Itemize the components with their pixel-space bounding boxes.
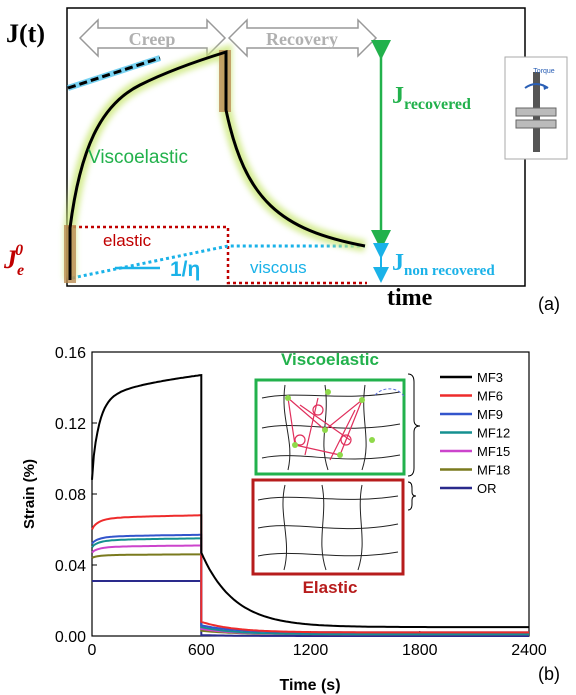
slope-label: 1/η [170,258,200,281]
elastic-label: elastic [103,231,152,250]
j-recovered-label: Jrecovered [392,83,471,113]
y-tick-label: 0.16 [55,345,86,362]
series-line-mf3 [91,373,529,629]
series-line-or [92,580,529,637]
x-tick-label: 1200 [293,642,329,659]
je0-label: Je0 [3,242,24,279]
y-axis-label: Strain (%) [21,459,38,529]
viscoelastic-network-inset [254,378,406,476]
legend-label-mf15: MF15 [477,444,510,459]
j-nonrecovered-label: Jnon recovered [392,250,495,279]
series-line-mf12 [91,537,529,636]
x-tick-label: 2400 [511,642,547,659]
legend-label-or: OR [477,481,497,496]
viscous-label: viscous [250,258,307,277]
series-lines [91,373,529,637]
legend-label-mf18: MF18 [477,463,510,478]
elastic-dotted-box [67,225,367,285]
panel-a-ylabel: J(t) [6,19,45,48]
creep-arrow: Creep [78,18,227,58]
y-tick-label: 0.00 [55,629,86,646]
inset-viscoelastic-label: Viscoelastic [281,350,379,369]
inset-elastic-label: Elastic [303,578,358,597]
legend-label-mf6: MF6 [477,389,503,404]
viscoelastic-brace [407,373,421,477]
creep-label: Creep [129,29,176,49]
x-tick-label: 0 [88,642,97,659]
panel-b-tag: (b) [538,664,560,684]
legend-label-mf12: MF12 [477,426,510,441]
y-tick-label: 0.12 [55,416,86,433]
y-tick-label: 0.08 [55,487,86,504]
panel-a-xlabel: time [387,285,433,311]
x-tick-label: 600 [188,642,215,659]
elastic-brace [407,481,417,511]
panel-b: 0 600 1200 1800 2400 0.00 0.04 0.08 0.12 0.16 Str… [21,345,560,694]
panel-a: J(t) Creep Recovery Viscoelastic ela [3,7,568,314]
recovery-arrow: Recovery [227,18,378,58]
tangent-line [67,56,161,90]
legend: MF3 MF6 MF9 MF12 MF15 MF18 OR [440,370,510,496]
x-tick-label: 1800 [402,642,438,659]
series-line-mf6 [91,514,529,634]
legend-label-mf3: MF3 [477,370,503,385]
viscoelastic-label: Viscoelastic [88,147,188,168]
torque-label: Torque [533,68,555,75]
rheometer-icon: Torque [504,56,568,160]
elastic-network-inset [251,478,405,576]
viscous-dotted-line [71,244,365,280]
panel-a-tag: (a) [538,294,560,314]
y-tick-label: 0.04 [55,558,86,575]
legend-label-mf9: MF9 [477,407,503,422]
compliance-curve [68,49,366,280]
x-axis-label: Time (s) [279,677,340,694]
recovery-label: Recovery [266,29,338,49]
